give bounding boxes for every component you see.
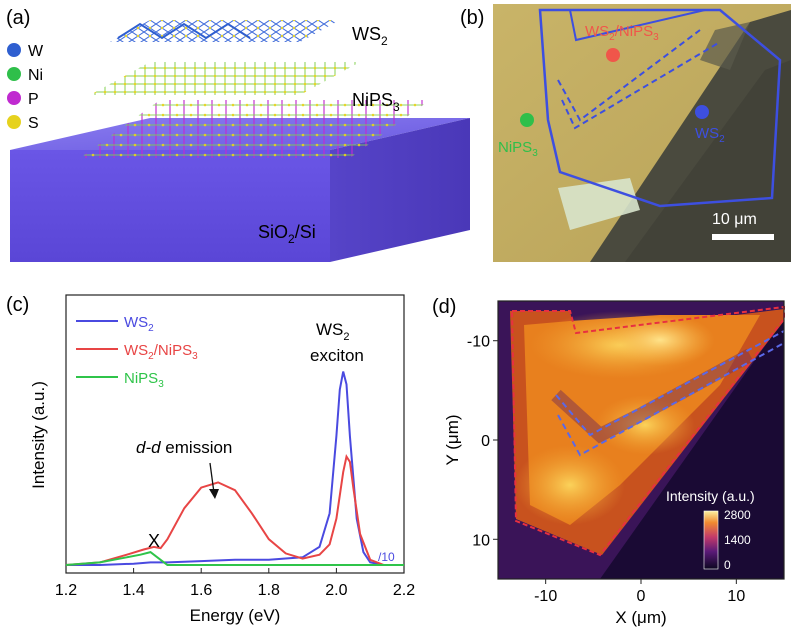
plot-frame xyxy=(65,294,405,574)
map-y-tick-label-0: -10 xyxy=(467,334,490,351)
nips3-lattice xyxy=(80,62,430,158)
legend-ws2: WS2 xyxy=(124,314,154,334)
scale-bar-label: 10 μm xyxy=(712,211,757,228)
legend-heterostructure: WS2/NiPS3 xyxy=(124,342,198,362)
map-y-tick-label-2: 10 xyxy=(472,532,490,549)
panel-c: (c) 1.2 1.4 1.6 1.8 2.0 2.2 Energy (eV) Inten… xyxy=(6,294,415,625)
colorbar-gradient xyxy=(703,510,719,570)
map-x-label: X (μm) xyxy=(615,608,666,627)
series-line-1 xyxy=(65,454,404,566)
map-x-tick-label-0: -10 xyxy=(534,588,557,605)
nips3-layer-label: NiPS3 xyxy=(352,90,400,114)
panel-b-label: (b) xyxy=(460,7,484,29)
exciton-annotation-line2: exciton xyxy=(310,346,364,365)
y-axis-label: Intensity (a.u.) xyxy=(29,381,48,489)
scale-bar: 10 μm xyxy=(712,211,774,240)
colorbar-title: Intensity (a.u.) xyxy=(666,488,755,504)
x-tick-label-4: 2.0 xyxy=(325,582,347,599)
dd-emission-annotation: d-d emission xyxy=(136,438,232,457)
optical-micrograph xyxy=(493,4,791,262)
marker-heterostructure-label: WS2/NiPS3 xyxy=(585,23,659,43)
spectra-series xyxy=(65,371,404,566)
x-axis-label: Energy (eV) xyxy=(190,606,281,625)
legend-nips3: NiPS3 xyxy=(124,370,164,390)
ws2-layer-label: WS2 xyxy=(352,24,388,48)
map-axis-ticks: -10 0 10 -10 0 10 xyxy=(467,334,745,605)
scale-bar-line xyxy=(712,234,774,240)
legend-w: W xyxy=(28,43,44,60)
ws2-lattice xyxy=(110,20,340,42)
exciton-annotation-line1: WS2 xyxy=(316,320,350,343)
marker-nips3-label: NiPS3 xyxy=(498,139,538,159)
legend-ni: Ni xyxy=(28,67,43,84)
series-line-0 xyxy=(66,371,404,566)
legend-p-dot xyxy=(7,91,21,105)
dd-arrowhead xyxy=(209,489,219,499)
map-y-tick-label-1: 0 xyxy=(481,433,490,450)
panel-a-label: (a) xyxy=(6,7,30,29)
panel-a: (a) W Ni P S WS2 NiPS3 xyxy=(6,7,470,262)
marker-ws2-label: WS2 xyxy=(695,125,725,145)
panel-c-label: (c) xyxy=(6,294,29,316)
legend-p: P xyxy=(28,91,39,108)
series-line-2 xyxy=(65,551,404,566)
element-legend: W Ni P S xyxy=(7,43,44,132)
x-tick-label-3: 1.8 xyxy=(258,582,280,599)
legend: WS2 WS2/NiPS3 NiPS3 xyxy=(76,314,198,390)
panel-d-label: (d) xyxy=(432,296,456,318)
marker-nips3 xyxy=(520,113,534,127)
map-y-label: Y (μm) xyxy=(443,414,462,465)
substrate-label: SiO2/Si xyxy=(258,222,316,246)
marker-heterostructure xyxy=(606,48,620,62)
x-axis-ticks: 1.2 1.4 1.6 1.8 2.0 2.2 xyxy=(55,568,415,599)
x-tick-label-2: 1.6 xyxy=(190,582,212,599)
x-tick-label-1: 1.4 xyxy=(122,582,144,599)
colorbar-tick-min: 0 xyxy=(724,558,731,572)
pl-intensity-map xyxy=(498,301,785,579)
top-notch xyxy=(569,9,706,42)
x-tick-label-0: 1.2 xyxy=(55,582,77,599)
legend-w-dot xyxy=(7,43,21,57)
legend-ni-dot xyxy=(7,67,21,81)
map-x-tick-label-2: 10 xyxy=(727,588,745,605)
x-peak-annotation: X xyxy=(148,531,160,551)
colorbar-tick-mid: 1400 xyxy=(724,533,751,547)
colorbar-tick-max: 2800 xyxy=(724,508,751,522)
panel-d: (d) -10 0 10 -10 0 10 X (μm) Y (μm) Intensity… xyxy=(432,296,785,627)
map-x-tick-label-1: 0 xyxy=(637,588,646,605)
marker-ws2 xyxy=(695,105,709,119)
panel-b: (b) WS2/NiPS3 NiPS3 WS2 10 μm xyxy=(460,4,791,262)
legend-s-dot xyxy=(7,115,21,129)
nips3-dashed-outline xyxy=(557,29,721,130)
dd-arrow xyxy=(209,462,215,494)
legend-s: S xyxy=(28,115,39,132)
colorbar: Intensity (a.u.) 2800 1400 0 xyxy=(666,488,755,572)
scale-note: /10 xyxy=(378,550,395,564)
x-tick-label-5: 2.2 xyxy=(393,582,415,599)
